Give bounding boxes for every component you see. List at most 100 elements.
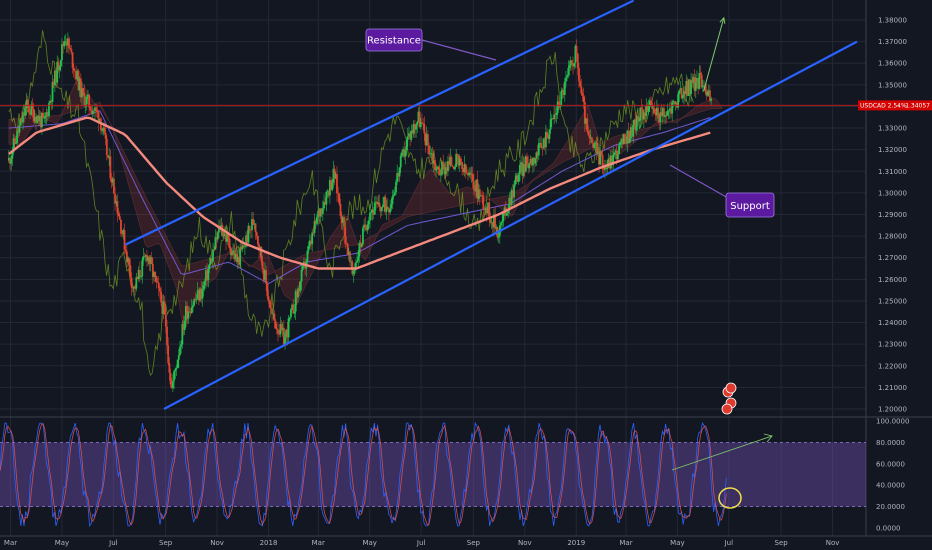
candle-body	[559, 106, 561, 108]
cloud-fill	[8, 78, 723, 329]
candle-body	[677, 94, 679, 108]
y-tick-label: 1.33000	[878, 125, 907, 133]
candle-body	[12, 138, 15, 153]
oscillator-trend-arrow[interactable]	[671, 433, 773, 471]
candle-body	[629, 127, 632, 139]
forecast-arrow[interactable]	[703, 16, 726, 92]
candle-body	[470, 173, 473, 175]
candle-body	[51, 81, 54, 102]
candle-body	[698, 73, 701, 89]
candle-body	[75, 71, 78, 80]
event-markers[interactable]	[721, 382, 737, 415]
candle-body	[581, 93, 584, 96]
candle-body	[164, 314, 167, 327]
candle-body	[199, 288, 201, 301]
candle-body	[176, 359, 179, 368]
candle-body	[562, 89, 565, 95]
candle-body	[606, 167, 609, 170]
candle-body	[339, 204, 342, 217]
candle-body	[324, 201, 327, 205]
candle-body	[131, 287, 134, 289]
candle-body	[347, 251, 350, 255]
candle-body	[570, 60, 573, 64]
x-tick-label: Mar	[619, 539, 632, 547]
candle-body	[210, 258, 213, 262]
oversold-highlight-circle[interactable]	[718, 487, 742, 509]
channel-upper-trendline[interactable]	[124, 0, 635, 246]
candle-body	[509, 197, 512, 206]
candle-body	[167, 345, 170, 364]
candle-body	[432, 160, 435, 164]
x-tick-label: Jul	[108, 539, 118, 547]
candle-body	[419, 122, 422, 127]
candle-body	[87, 94, 89, 97]
candle-body	[437, 166, 440, 170]
resistance-callout[interactable]: Resistance	[365, 28, 497, 61]
candle-body	[638, 120, 641, 122]
candle-body	[266, 283, 269, 297]
candle-body	[436, 166, 439, 170]
candle-body	[141, 260, 144, 277]
candle-body	[650, 100, 652, 104]
candle-body	[451, 165, 454, 167]
candle-body	[299, 281, 302, 292]
candle-body	[546, 132, 548, 138]
candle-body	[357, 256, 360, 261]
candle-body	[664, 115, 667, 117]
support-callout[interactable]: Support	[669, 164, 775, 218]
candle-body	[587, 130, 590, 136]
candle-body	[619, 142, 622, 146]
candle-body	[248, 225, 251, 230]
candle-body	[533, 157, 535, 164]
candle-body	[261, 261, 264, 270]
candle-body	[69, 47, 72, 50]
candle-body	[81, 88, 83, 98]
candle-body	[628, 138, 631, 144]
candle-body	[671, 102, 674, 114]
candle-body	[641, 109, 644, 120]
candle-body	[701, 86, 704, 88]
x-tick-label: Sep	[159, 539, 173, 547]
candle-body	[333, 168, 336, 179]
candle-body	[485, 207, 488, 214]
candle-body	[383, 197, 386, 205]
candle-body	[313, 220, 316, 233]
candle-body	[291, 304, 294, 310]
candle-body	[238, 256, 240, 265]
candle-body	[319, 208, 322, 217]
candle-body	[705, 91, 708, 96]
candle-body	[657, 107, 659, 119]
candle-body	[265, 270, 268, 284]
candle-body	[524, 156, 527, 172]
candle-body	[467, 173, 469, 176]
candle-body	[360, 244, 363, 247]
candle-body	[589, 137, 592, 139]
candle-body	[393, 192, 396, 195]
candle-body	[627, 130, 630, 144]
candle-body	[572, 63, 574, 67]
candle-body	[567, 67, 570, 76]
candle-body	[143, 256, 146, 257]
candle-body	[61, 44, 63, 61]
candle-body	[79, 78, 82, 98]
symbol-label: USDCAD 2.54%	[860, 102, 907, 109]
candle-body	[39, 116, 42, 128]
y-tick-label: 1.38000	[878, 17, 907, 25]
candle-body	[156, 281, 159, 283]
candle-body	[464, 164, 467, 173]
y-tick-label: 1.36000	[878, 60, 907, 68]
candle-body	[59, 60, 62, 67]
candle-body	[94, 107, 96, 111]
candle-body	[370, 212, 373, 214]
candle-body	[245, 235, 247, 246]
candle-body	[541, 147, 544, 149]
candle-body	[110, 178, 113, 183]
channel-lower-trendline[interactable]	[163, 40, 858, 410]
candle-body	[685, 80, 688, 94]
ichimoku-cloud	[8, 78, 723, 329]
x-tick-label: May	[670, 539, 684, 547]
candle-body	[566, 75, 569, 78]
candle-body	[688, 79, 691, 95]
candle-body	[579, 81, 582, 87]
